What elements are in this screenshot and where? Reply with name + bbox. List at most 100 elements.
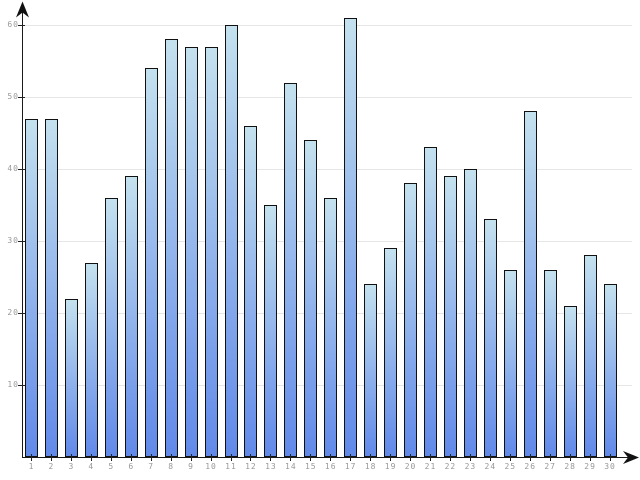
x-tick-label-4: 4 — [88, 462, 95, 471]
x-tick-5 — [110, 454, 112, 461]
bar-5 — [104, 198, 118, 457]
bar-22 — [443, 176, 457, 457]
x-tick-label-20: 20 — [404, 462, 417, 471]
bar-17 — [344, 18, 358, 457]
x-tick-26 — [529, 454, 531, 461]
x-tick-21 — [430, 454, 431, 461]
x-tick-label-21: 21 — [424, 462, 437, 471]
x-tick-15 — [310, 454, 312, 461]
y-tick-label-30: 30 — [7, 236, 19, 245]
bar-12 — [244, 126, 258, 457]
x-tick-label-10: 10 — [205, 462, 217, 471]
y-tick-40 — [18, 169, 25, 170]
bar-26 — [523, 111, 537, 457]
bar-4 — [84, 263, 98, 457]
y-tick-20 — [18, 313, 25, 314]
x-tick-label-15: 15 — [304, 462, 317, 471]
x-tick-label-30: 30 — [604, 462, 616, 471]
gridline-50 — [22, 97, 632, 98]
x-tick-label-17: 17 — [344, 462, 357, 471]
x-tick-label-24: 24 — [484, 462, 497, 471]
y-tick-label-60: 60 — [7, 20, 19, 29]
bar-10 — [204, 47, 218, 457]
x-axis — [22, 457, 632, 458]
bar-24 — [483, 219, 497, 457]
x-tick-3 — [70, 454, 72, 461]
bar-13 — [264, 205, 278, 457]
x-tick-28 — [569, 454, 571, 461]
bar-25 — [503, 270, 517, 457]
x-tick-6 — [130, 454, 132, 461]
x-tick-label-16: 16 — [324, 462, 337, 471]
bar-2 — [44, 119, 58, 457]
x-tick-label-5: 5 — [108, 462, 115, 471]
x-tick-24 — [489, 454, 491, 461]
y-tick-label-10: 10 — [7, 380, 19, 389]
bar-14 — [284, 83, 298, 457]
gridline-60 — [22, 25, 632, 26]
x-tick-25 — [509, 454, 511, 461]
x-tick-label-25: 25 — [504, 462, 517, 471]
x-tick-29 — [589, 454, 591, 461]
bar-8 — [164, 39, 178, 457]
x-tick-label-3: 3 — [68, 462, 75, 471]
bar-28 — [563, 306, 577, 457]
y-tick-label-40: 40 — [7, 164, 19, 173]
bar-7 — [144, 68, 158, 457]
x-tick-label-13: 13 — [265, 462, 277, 471]
x-tick-18 — [370, 454, 372, 461]
x-tick-label-11: 11 — [225, 462, 237, 471]
x-tick-label-26: 26 — [524, 462, 537, 471]
y-tick-label-50: 50 — [7, 92, 19, 101]
x-tick-19 — [390, 454, 392, 461]
y-tick-label-20: 20 — [7, 308, 19, 317]
x-tick-label-14: 14 — [285, 462, 297, 471]
bar-19 — [384, 248, 398, 457]
x-tick-label-1: 1 — [28, 462, 35, 471]
bar-23 — [463, 169, 477, 457]
y-tick-10 — [18, 385, 25, 386]
x-tick-label-29: 29 — [584, 462, 596, 471]
y-tick-60 — [18, 25, 25, 26]
x-tick-label-9: 9 — [188, 462, 194, 471]
bar-6 — [124, 176, 138, 457]
x-tick-11 — [230, 454, 232, 461]
bar-21 — [424, 147, 437, 457]
y-tick-50 — [18, 97, 25, 98]
bar-1 — [25, 119, 38, 457]
x-tick-12 — [250, 454, 252, 461]
x-tick-10 — [210, 454, 212, 461]
x-tick-label-6: 6 — [128, 462, 135, 471]
y-axis — [22, 6, 23, 458]
x-tick-1 — [31, 454, 32, 461]
bar-16 — [324, 198, 338, 457]
x-tick-22 — [449, 454, 451, 461]
x-tick-label-18: 18 — [364, 462, 377, 471]
x-tick-label-8: 8 — [168, 462, 175, 471]
bar-18 — [364, 284, 378, 457]
bar-11 — [224, 25, 238, 457]
x-tick-label-2: 2 — [48, 462, 55, 471]
x-tick-14 — [290, 454, 292, 461]
x-tick-9 — [190, 454, 192, 461]
x-tick-label-19: 19 — [384, 462, 397, 471]
x-tick-8 — [170, 454, 172, 461]
x-tick-30 — [609, 454, 611, 461]
x-tick-17 — [350, 454, 352, 461]
gridline-40 — [22, 169, 632, 170]
x-tick-label-12: 12 — [245, 462, 257, 471]
bar-27 — [543, 270, 557, 457]
x-tick-label-7: 7 — [148, 462, 155, 471]
bar-9 — [184, 47, 198, 457]
x-tick-27 — [549, 454, 551, 461]
x-tick-2 — [50, 454, 52, 461]
x-tick-label-22: 22 — [444, 462, 457, 471]
x-tick-23 — [469, 454, 471, 461]
bar-15 — [304, 140, 318, 457]
bar-29 — [583, 255, 597, 457]
x-tick-7 — [150, 454, 152, 461]
x-tick-label-27: 27 — [544, 462, 556, 471]
x-tick-16 — [330, 454, 332, 461]
x-tick-20 — [410, 454, 412, 461]
bar-3 — [64, 299, 78, 457]
